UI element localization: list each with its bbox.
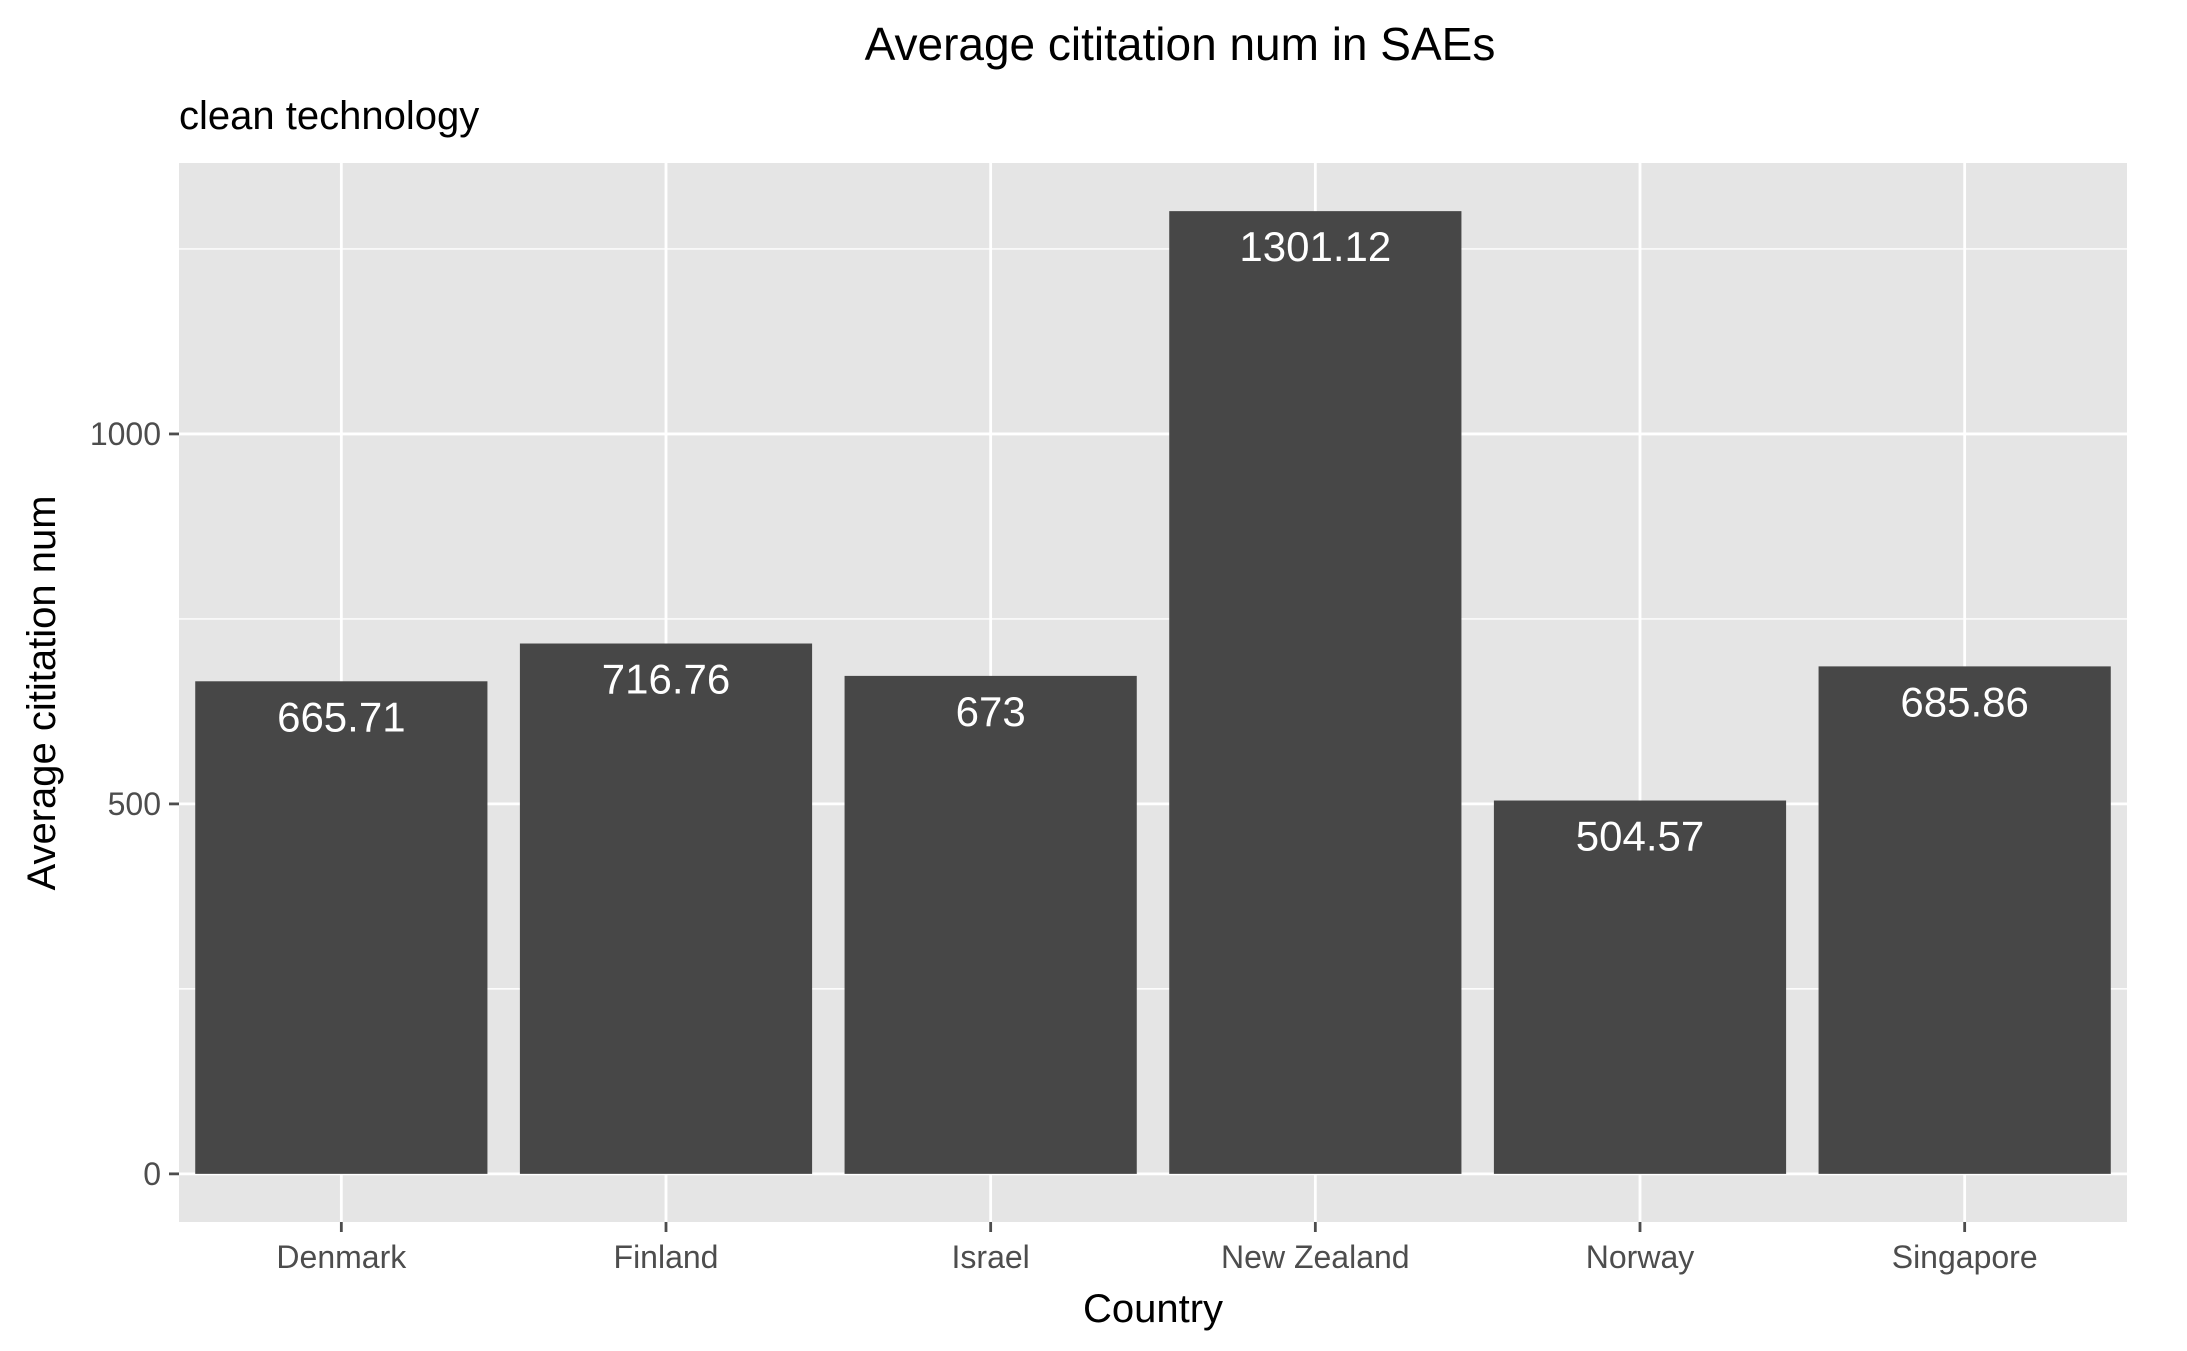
x-tick-label: Finland [614, 1239, 719, 1275]
data-label: 1301.12 [1239, 223, 1391, 270]
bars [195, 211, 2111, 1174]
x-tick-label: Norway [1586, 1239, 1694, 1275]
y-tick-label: 1000 [90, 416, 161, 452]
bar-finland [519, 643, 813, 1174]
chart-title: Average cititation num in SAEs [865, 18, 1496, 70]
plot-panel [179, 163, 2127, 1222]
data-label: 716.76 [602, 656, 730, 703]
y-tick-label: 500 [108, 786, 161, 822]
x-tick-label: New Zealand [1221, 1239, 1410, 1275]
x-tick-label: Denmark [276, 1239, 407, 1275]
bar-singapore [1818, 666, 2111, 1174]
bar-israel [844, 675, 1137, 1174]
x-tick-label: Singapore [1892, 1239, 2038, 1275]
bar-norway [1493, 800, 1787, 1174]
data-label: 504.57 [1576, 813, 1704, 860]
data-label: 665.71 [277, 693, 405, 740]
y-axis-title: Average cititation num [20, 495, 64, 890]
data-labels: 665.71 716.76 673 1301.12 504.57 685.86 [277, 223, 2029, 859]
bar-new-zealand [1169, 211, 1462, 1174]
data-label: 685.86 [1900, 678, 2028, 725]
x-tick-label: Israel [952, 1239, 1030, 1275]
data-label: 673 [956, 688, 1026, 735]
chart-subtitle: clean technology [179, 94, 479, 138]
y-tick-label: 0 [143, 1156, 161, 1192]
bar-denmark [195, 681, 488, 1174]
axes: 0 500 1000 Denmark Finland Israel New Zealand N… [90, 416, 2038, 1275]
x-axis-title: Country [1083, 1287, 1223, 1331]
